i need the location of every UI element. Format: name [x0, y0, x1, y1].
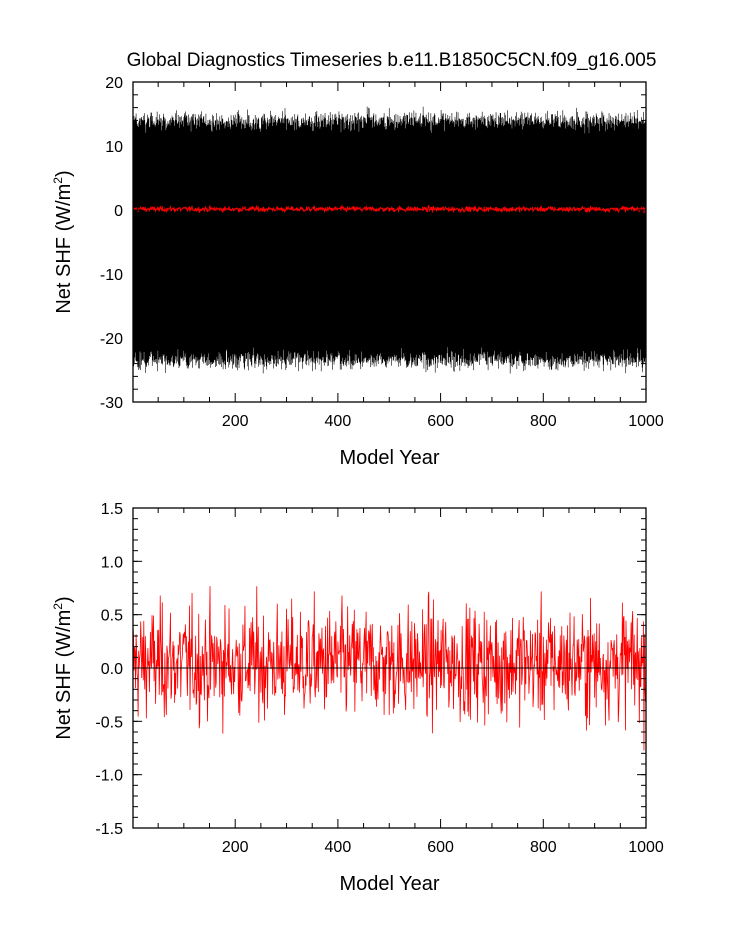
y-axis-label-superscript: 2: [51, 603, 65, 610]
y-tick-label: -10: [100, 267, 123, 284]
y-tick-label: 1.0: [101, 554, 123, 571]
y-axis-label-main: Net SHF (W/m: [53, 610, 75, 740]
bottom-panel: 200 400 600 800 1000 -1.5 -1.0 -0.5 0.0 0.5 1.0 1.5…: [51, 501, 664, 895]
y-tick-label: 10: [105, 139, 123, 156]
x-tick-label: 600: [427, 413, 454, 430]
y-tick-label: -1.5: [95, 821, 123, 838]
x-tick-label: 200: [222, 413, 249, 430]
x-axis-label: Model Year: [339, 447, 439, 469]
y-tick-label: 0.0: [101, 661, 123, 678]
x-tick-label: 800: [530, 839, 557, 856]
y-tick-label: 1.5: [101, 501, 123, 518]
x-tick-label: 400: [325, 413, 352, 430]
y-axis-label: Net SHF (W/m2): [51, 596, 75, 739]
x-axis-label: Model Year: [339, 873, 439, 895]
y-axis-label-main: Net SHF (W/m: [53, 184, 75, 314]
x-tick-label: 800: [530, 413, 557, 430]
x-tick-label: 1000: [628, 413, 664, 430]
y-tick-label: 0: [114, 203, 123, 220]
y-tick-label: -1.0: [95, 768, 123, 785]
y-tick-label: -30: [100, 395, 123, 412]
y-tick-label: -0.5: [95, 714, 123, 731]
y-axis-label: Net SHF (W/m2): [51, 170, 75, 313]
x-tick-label: 200: [222, 839, 249, 856]
y-tick-label: 0.5: [101, 608, 123, 625]
chart-title: Global Diagnostics Timeseries b.e11.B185…: [127, 50, 657, 71]
top-panel: 200 400 600 800 1000 -30 -20 -10 0 10 20 Model Year…: [51, 50, 664, 469]
y-axis-label-close: ): [53, 596, 75, 603]
plot-area: [133, 586, 646, 751]
plot-area: [133, 106, 646, 374]
x-tick-label: 400: [325, 839, 352, 856]
series-annual-line: [133, 586, 646, 751]
series-annual-line: [133, 204, 646, 214]
x-tick-label: 600: [427, 839, 454, 856]
y-axis-label-close: ): [53, 170, 75, 177]
y-tick-label: -20: [100, 331, 123, 348]
x-tick-label: 1000: [628, 839, 664, 856]
y-axis-label-superscript: 2: [51, 177, 65, 184]
series-monthly-line: [133, 106, 646, 374]
y-tick-label: 20: [105, 75, 123, 92]
